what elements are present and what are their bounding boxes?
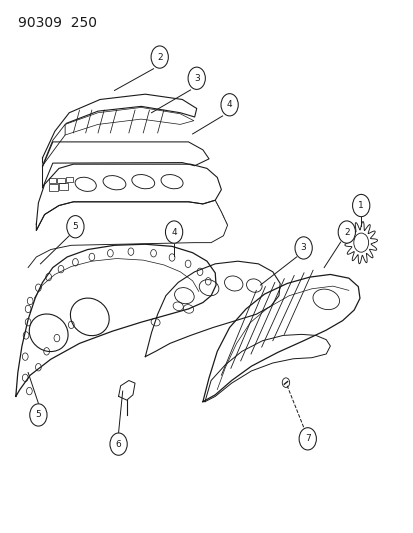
Text: 2: 2 (157, 53, 162, 62)
Circle shape (298, 427, 316, 450)
Text: 90309  250: 90309 250 (18, 16, 97, 30)
Circle shape (30, 404, 47, 426)
Polygon shape (43, 94, 196, 166)
Circle shape (110, 433, 127, 455)
Text: 3: 3 (193, 74, 199, 83)
Bar (59, 183, 68, 190)
Circle shape (352, 195, 369, 216)
Circle shape (151, 46, 168, 68)
Circle shape (188, 67, 205, 90)
Polygon shape (202, 274, 359, 402)
Polygon shape (118, 381, 135, 400)
Polygon shape (16, 244, 216, 397)
Text: 5: 5 (36, 410, 41, 419)
Polygon shape (43, 124, 65, 166)
Circle shape (221, 94, 237, 116)
Bar (49, 184, 57, 191)
Text: 4: 4 (226, 100, 232, 109)
Text: 4: 4 (171, 228, 176, 237)
Polygon shape (204, 334, 330, 402)
Text: 2: 2 (343, 228, 349, 237)
Circle shape (165, 221, 182, 243)
Text: 7: 7 (304, 434, 310, 443)
Bar (49, 178, 56, 183)
Text: 5: 5 (72, 222, 78, 231)
Bar (66, 177, 73, 182)
Circle shape (294, 237, 311, 259)
Polygon shape (43, 142, 209, 188)
Bar (57, 178, 64, 183)
Text: 1: 1 (358, 201, 363, 210)
Circle shape (337, 221, 355, 243)
Circle shape (66, 216, 84, 238)
Text: 6: 6 (115, 440, 121, 449)
Polygon shape (36, 164, 221, 230)
Text: 3: 3 (300, 244, 306, 253)
Polygon shape (145, 261, 280, 357)
